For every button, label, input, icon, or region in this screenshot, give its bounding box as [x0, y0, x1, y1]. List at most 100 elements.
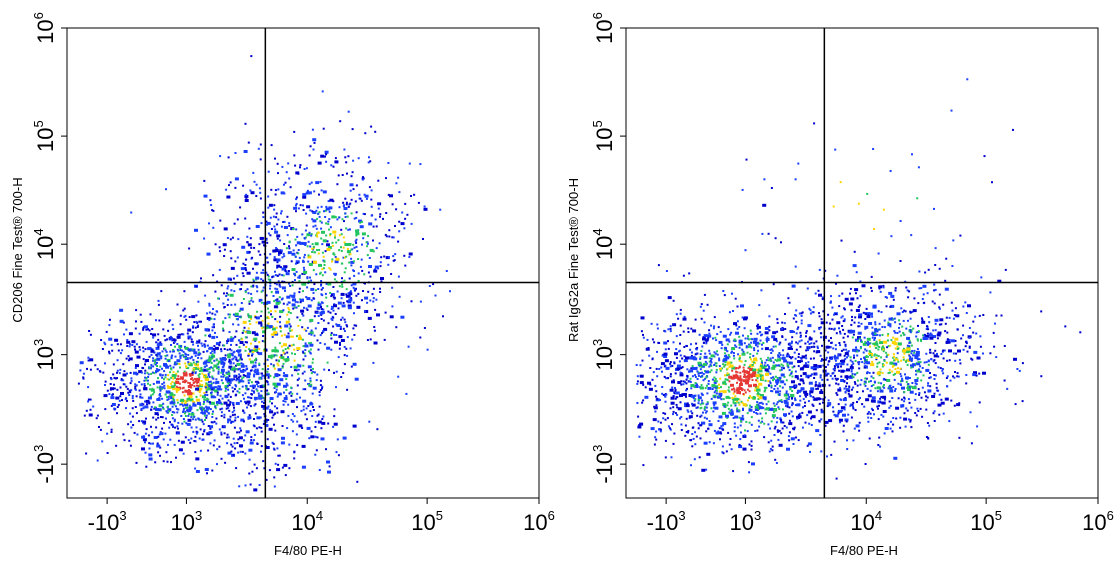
data-point	[145, 417, 147, 420]
data-point	[712, 327, 715, 330]
data-point	[387, 193, 390, 196]
data-point	[242, 262, 245, 265]
data-point	[840, 379, 845, 382]
data-point	[317, 420, 322, 424]
data-point	[286, 351, 289, 354]
data-point	[244, 336, 247, 339]
data-point	[291, 294, 296, 298]
data-point	[116, 359, 119, 362]
data-point	[775, 462, 778, 464]
data-point	[154, 360, 157, 363]
data-point	[310, 430, 313, 433]
data-point	[252, 387, 255, 390]
data-point	[322, 415, 325, 418]
data-point	[655, 367, 658, 370]
data-point	[810, 424, 813, 426]
data-point	[870, 385, 873, 388]
data-point	[298, 287, 301, 290]
data-point	[684, 393, 687, 396]
data-point	[331, 293, 333, 296]
data-point	[330, 317, 333, 320]
data-point	[952, 317, 955, 320]
data-point	[165, 390, 170, 394]
data-point	[222, 302, 225, 305]
y-tick-label: -103	[31, 445, 58, 484]
data-point	[667, 347, 670, 350]
data-point	[147, 382, 149, 385]
data-point	[321, 274, 324, 277]
data-point	[318, 249, 321, 251]
data-point	[695, 435, 698, 438]
data-point	[203, 409, 206, 412]
data-point	[330, 334, 333, 337]
data-point	[642, 399, 645, 402]
data-point	[775, 379, 777, 382]
data-point	[794, 399, 797, 402]
data-point	[307, 260, 310, 263]
data-point	[730, 376, 735, 380]
data-point	[722, 334, 727, 338]
data-point	[763, 436, 766, 439]
data-point	[703, 355, 708, 359]
data-point	[756, 405, 759, 407]
data-point	[293, 450, 296, 453]
data-point	[170, 368, 173, 371]
data-point	[921, 320, 926, 324]
data-point	[282, 302, 285, 305]
data-point	[348, 277, 351, 280]
data-point	[313, 219, 316, 222]
data-point	[693, 458, 696, 461]
data-point	[203, 429, 206, 431]
data-point	[134, 348, 136, 351]
data-point	[311, 128, 314, 131]
data-point	[126, 372, 128, 375]
data-point	[665, 393, 668, 396]
data-point	[318, 211, 321, 214]
data-point	[325, 205, 328, 208]
data-point	[142, 346, 145, 349]
data-point	[209, 425, 214, 429]
data-point	[204, 294, 207, 297]
data-point	[144, 451, 147, 454]
data-point	[237, 323, 240, 326]
data-point	[290, 260, 293, 263]
data-point	[288, 224, 291, 227]
data-point	[777, 438, 780, 441]
data-point	[685, 404, 690, 408]
data-point	[238, 436, 243, 440]
data-point	[144, 376, 147, 379]
data-point	[278, 454, 281, 457]
data-point	[153, 362, 156, 365]
data-point	[209, 402, 212, 405]
data-point	[269, 374, 272, 377]
data-point	[921, 415, 924, 418]
data-point	[776, 416, 779, 419]
data-point	[309, 380, 312, 383]
data-point	[308, 437, 311, 440]
data-point	[274, 189, 277, 192]
data-point	[206, 400, 209, 403]
data-point	[756, 388, 759, 391]
data-point	[129, 412, 132, 415]
data-point	[215, 378, 218, 381]
data-point	[954, 344, 957, 347]
data-point	[197, 360, 200, 363]
data-point	[765, 359, 768, 362]
data-point	[316, 233, 319, 236]
data-point	[145, 379, 148, 382]
data-point	[242, 275, 245, 278]
data-point	[253, 488, 258, 492]
data-point	[773, 388, 776, 390]
data-point	[370, 198, 373, 201]
data-point	[96, 414, 99, 417]
data-point	[791, 390, 794, 392]
data-point	[945, 316, 948, 319]
data-point	[756, 394, 759, 397]
data-point	[697, 398, 700, 401]
data-point	[206, 317, 211, 320]
data-point	[804, 342, 807, 345]
data-point	[193, 351, 198, 355]
data-point	[320, 427, 323, 430]
data-point	[229, 401, 232, 404]
data-point	[295, 306, 298, 309]
